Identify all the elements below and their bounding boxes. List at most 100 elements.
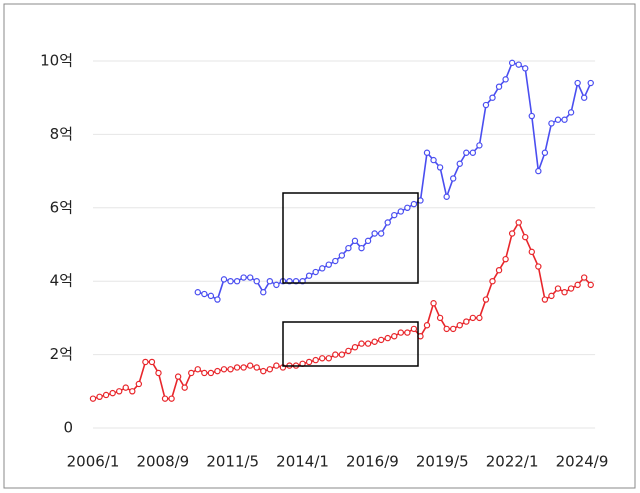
y-tick-label: 10억 [40, 52, 73, 70]
data-point [561, 116, 568, 123]
data-point [502, 255, 509, 263]
data-point [391, 211, 398, 219]
data-point [364, 340, 372, 347]
data-point [312, 356, 319, 364]
y-tick-label: 8억 [50, 125, 73, 143]
data-point [397, 329, 405, 336]
data-point [233, 364, 241, 371]
data-point [456, 160, 463, 167]
data-point [240, 364, 247, 371]
data-point [423, 149, 431, 156]
data-point [541, 149, 549, 156]
data-point [155, 369, 162, 377]
x-tick-label: 2011/5 [206, 453, 259, 471]
data-point [522, 233, 529, 241]
data-point [351, 237, 359, 245]
data-point [377, 230, 385, 237]
data-point [580, 94, 588, 101]
data-point [338, 252, 346, 259]
data-point [515, 219, 522, 226]
data-point [325, 261, 332, 268]
data-point [201, 290, 208, 298]
data-point [384, 334, 391, 342]
data-point [148, 358, 156, 366]
data-point [325, 355, 332, 362]
data-point [89, 395, 97, 402]
data-point [246, 362, 254, 369]
data-point [489, 278, 496, 285]
data-point [129, 388, 136, 395]
data-point [135, 380, 143, 388]
x-tick-label: 2014/1 [276, 453, 329, 471]
data-point [410, 325, 418, 333]
y-tick-label: 6억 [50, 198, 73, 216]
data-point [109, 389, 116, 397]
data-point [463, 149, 470, 156]
data-point [102, 391, 110, 399]
x-tick-label: 2016/9 [346, 453, 399, 471]
data-point [253, 364, 260, 371]
data-point [528, 112, 535, 120]
data-point [535, 263, 542, 270]
data-point [574, 281, 581, 289]
data-point [371, 230, 378, 237]
data-point [246, 274, 254, 281]
data-point [142, 358, 149, 366]
data-point [423, 322, 431, 329]
data-point [181, 384, 188, 391]
data-point [554, 116, 562, 123]
data-point [345, 347, 352, 355]
data-point [463, 318, 470, 325]
data-point [404, 329, 411, 336]
data-point [469, 149, 477, 156]
data-point [508, 59, 516, 67]
data-point [358, 244, 365, 252]
data-point [319, 265, 326, 272]
data-point [574, 79, 581, 87]
data-point [266, 366, 274, 373]
data-point [430, 300, 437, 307]
data-point [161, 395, 169, 402]
data-point [476, 314, 483, 322]
x-tick-label: 2008/9 [136, 453, 189, 471]
y-tick-label: 0 [63, 419, 73, 437]
data-point [220, 276, 228, 283]
data-point [260, 367, 267, 375]
data-point [541, 296, 549, 303]
x-tick-label: 2022/1 [486, 453, 539, 471]
data-point [548, 120, 555, 127]
data-point [332, 351, 339, 358]
data-point [502, 76, 509, 83]
data-point [450, 325, 457, 333]
data-point [535, 167, 542, 175]
data-point [188, 369, 195, 377]
data-point [587, 79, 594, 87]
data-point [482, 101, 490, 109]
data-point [96, 393, 103, 401]
grid [93, 60, 596, 429]
data-point [391, 333, 398, 340]
plot-area [89, 59, 594, 402]
y-tick-label: 4억 [50, 272, 73, 290]
data-point [207, 292, 215, 300]
data-point [443, 325, 450, 333]
data-point [384, 219, 391, 226]
data-point [207, 369, 215, 377]
data-point [227, 278, 234, 285]
data-point [489, 94, 496, 101]
data-point [482, 296, 490, 303]
x-tick-label: 2006/1 [67, 453, 120, 471]
highlight-box [282, 192, 419, 284]
data-point [233, 278, 241, 285]
highlight-box [282, 321, 419, 367]
data-point [548, 292, 555, 300]
data-point [312, 268, 319, 276]
data-point [351, 344, 359, 351]
data-point [305, 358, 313, 366]
data-point [561, 289, 568, 296]
data-point [377, 336, 385, 344]
x-tick-label: 2024/9 [556, 453, 609, 471]
data-point [371, 338, 378, 345]
data-point [522, 65, 529, 72]
data-point [253, 278, 260, 285]
